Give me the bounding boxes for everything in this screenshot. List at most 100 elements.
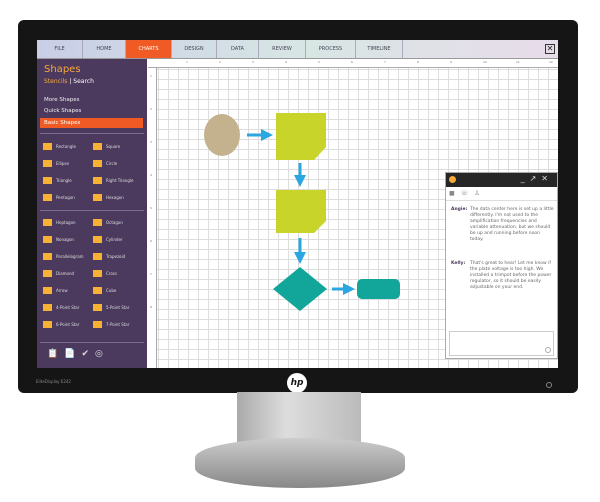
shape-label: 7-Point Star bbox=[106, 321, 130, 327]
ruler-tick: 6 bbox=[150, 239, 152, 243]
shape-label: Ellipse bbox=[56, 160, 69, 166]
shape-label: Heptagon bbox=[56, 219, 76, 225]
shape-icon bbox=[43, 252, 52, 260]
shape-square[interactable]: Square bbox=[93, 141, 120, 151]
power-button[interactable] bbox=[546, 382, 552, 388]
message-text: The data center here is set up a little … bbox=[470, 207, 554, 242]
shape-diamond[interactable]: Diamond bbox=[43, 268, 74, 278]
clipboard-icon[interactable]: 📋 bbox=[47, 349, 65, 359]
shape-label: Cylinder bbox=[106, 236, 123, 242]
shape-nonagon[interactable]: Nonagon bbox=[43, 234, 74, 244]
ruler-tick: 9 bbox=[450, 60, 452, 64]
shape-rectangle[interactable]: Rectangle bbox=[43, 141, 76, 151]
shape-icon bbox=[93, 303, 102, 311]
ruler-tick: 4 bbox=[285, 60, 287, 64]
quick-shapes-link[interactable]: Quick Shapes bbox=[44, 108, 82, 114]
shape-label: Octagon bbox=[106, 219, 123, 225]
tab-timeline[interactable]: TIMELINE bbox=[356, 40, 403, 58]
shape-icon bbox=[43, 286, 52, 294]
shape-7-point-star[interactable]: 7-Point Star bbox=[93, 319, 129, 329]
shape-5-point-star[interactable]: 5-Point Star bbox=[93, 302, 129, 312]
square-shape[interactable] bbox=[276, 113, 326, 160]
shape-heptagon[interactable]: Heptagon bbox=[43, 217, 76, 227]
rounded-rect-shape[interactable] bbox=[357, 279, 400, 299]
basic-shapes-link[interactable]: Basic Shapes bbox=[40, 118, 143, 128]
chat-message: Angie: The data center here is set up a l… bbox=[451, 207, 555, 243]
tab-home[interactable]: HOME bbox=[83, 40, 126, 58]
shape-icon bbox=[93, 218, 102, 226]
shape-octagon[interactable]: Octagon bbox=[93, 217, 123, 227]
sidebar-subnav: Stencils | Search bbox=[44, 78, 94, 85]
shape-icon bbox=[43, 269, 52, 277]
shape-label: Trapezoid bbox=[106, 253, 126, 259]
ruler-tick: 5 bbox=[318, 60, 320, 64]
shape-icon bbox=[43, 303, 52, 311]
horizontal-ruler: 1 2 3 4 5 6 7 8 9 10 11 12 bbox=[148, 59, 558, 68]
shape-cylinder[interactable]: Cylinder bbox=[93, 234, 123, 244]
shape-right-triangle[interactable]: Right Triangle bbox=[93, 175, 134, 185]
close-button[interactable]: ✕ bbox=[545, 44, 555, 54]
video-icon[interactable]: ■ bbox=[449, 190, 461, 197]
shape-label: 6-Point Star bbox=[56, 321, 80, 327]
shape-hexagon[interactable]: Hexagon bbox=[93, 192, 124, 202]
ruler-tick: 8 bbox=[417, 60, 419, 64]
shape-6-point-star[interactable]: 6-Point Star bbox=[43, 319, 79, 329]
shape-trapezoid[interactable]: Trapezoid bbox=[93, 251, 125, 261]
shape-label: Pentagon bbox=[56, 194, 75, 200]
shape-circle[interactable]: Circle bbox=[93, 158, 117, 168]
popout-icon[interactable]: ↗ bbox=[529, 174, 542, 183]
target-icon[interactable]: ◎ bbox=[94, 349, 109, 359]
chat-input[interactable] bbox=[449, 331, 554, 356]
emoji-icon[interactable] bbox=[545, 347, 551, 353]
sender-name: Kelly: bbox=[451, 261, 466, 266]
ruler-tick: 10 bbox=[483, 60, 487, 64]
shape-cube[interactable]: Cube bbox=[93, 285, 116, 295]
close-icon[interactable]: ✕ bbox=[541, 174, 553, 183]
tab-file[interactable]: FILE bbox=[37, 40, 83, 58]
more-shapes-link[interactable]: More Shapes bbox=[44, 97, 80, 103]
shape-icon bbox=[43, 235, 52, 243]
shape-parallelogram[interactable]: Parallelogram bbox=[43, 251, 84, 261]
shape-cross[interactable]: Cross bbox=[93, 268, 117, 278]
check-icon[interactable]: ✔ bbox=[81, 349, 95, 359]
shape-ellipse[interactable]: Ellipse bbox=[43, 158, 69, 168]
minimize-icon[interactable]: _ bbox=[520, 174, 530, 183]
stencils-link[interactable]: Stencils bbox=[44, 78, 68, 85]
search-link[interactable]: Search bbox=[73, 78, 94, 85]
screen: FILE HOME CHARTS DESIGN DATA REVIEW PROCESS TIM… bbox=[37, 40, 558, 368]
tab-review[interactable]: REVIEW bbox=[259, 40, 306, 58]
shape-icon bbox=[43, 176, 52, 184]
shape-label: Square bbox=[106, 143, 121, 149]
shape-label: Cube bbox=[106, 287, 117, 293]
shape-arrow[interactable]: Arrow bbox=[43, 285, 68, 295]
diamond-shape[interactable] bbox=[273, 267, 327, 311]
add-user-icon[interactable]: ♙ bbox=[474, 190, 486, 197]
ribbon-tabs: FILE HOME CHARTS DESIGN DATA REVIEW PROCESS TIM… bbox=[37, 40, 558, 59]
shape-label: Hexagon bbox=[106, 194, 124, 200]
divider bbox=[40, 210, 144, 211]
chat-message: Kelly: That's great to hear! Let me know … bbox=[451, 261, 555, 291]
ruler-tick: 2 bbox=[219, 60, 221, 64]
circle-shape[interactable] bbox=[204, 114, 240, 156]
sidebar-tools: 📋📄✔◎ bbox=[47, 349, 109, 359]
tab-charts[interactable]: CHARTS bbox=[126, 40, 172, 58]
tab-design[interactable]: DESIGN bbox=[172, 40, 217, 58]
ruler-tick: 8 bbox=[150, 305, 152, 309]
shape-pentagon[interactable]: Pentagon bbox=[43, 192, 75, 202]
chat-header: _↗✕ bbox=[446, 173, 557, 187]
shape-label: Circle bbox=[106, 160, 118, 166]
shape-icon bbox=[43, 193, 52, 201]
tab-data[interactable]: DATA bbox=[217, 40, 259, 58]
shape-icon bbox=[43, 218, 52, 226]
sidebar-title: Shapes bbox=[44, 64, 81, 75]
shape-triangle[interactable]: Triangle bbox=[43, 175, 72, 185]
divider bbox=[40, 342, 144, 343]
clipboard-list-icon[interactable]: 📄 bbox=[64, 349, 82, 359]
sender-name: Angie: bbox=[451, 207, 468, 212]
shape-icon bbox=[93, 252, 102, 260]
phone-icon[interactable]: ☏ bbox=[460, 190, 475, 197]
square-shape[interactable] bbox=[276, 190, 326, 233]
tab-process[interactable]: PROCESS bbox=[306, 40, 356, 58]
shape-4-point-star[interactable]: 4-Point Star bbox=[43, 302, 79, 312]
